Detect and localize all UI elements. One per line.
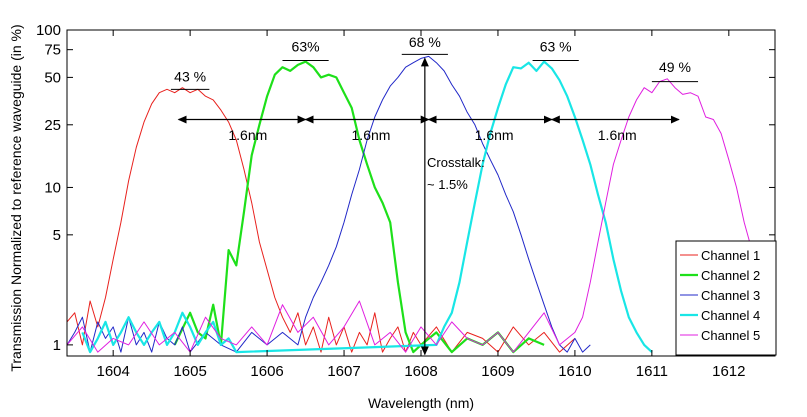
annotation-label: 49 %	[659, 59, 691, 75]
series-curves	[67, 55, 753, 354]
y-axis-label: Transmission Normalized to reference wav…	[8, 24, 24, 371]
series-line-channel-2	[173, 60, 545, 354]
x-tick-label: 1610	[558, 363, 591, 380]
annotation-label: 43 %	[174, 69, 206, 85]
series-line-channel-4	[81, 60, 653, 354]
legend-entry: Channel 5	[701, 328, 760, 343]
y-tick-label: 100	[36, 22, 61, 39]
annotation-label: Crosstalk:	[427, 155, 485, 170]
legend-entry: Channel 1	[701, 248, 760, 263]
annotation-label: 1.6nm	[475, 127, 514, 143]
annotation-label: 68 %	[409, 34, 441, 50]
legend: Channel 1 Channel 2 Channel 3 Channel 4 Chan…	[675, 240, 777, 356]
legend-entry: Channel 4	[701, 308, 760, 323]
y-tick-label: 1	[53, 337, 61, 354]
x-tick-label: 1606	[250, 363, 283, 380]
x-tick-label: 1611	[636, 363, 668, 380]
y-tick-label: 75	[44, 42, 61, 59]
annotation-label: 63%	[292, 39, 320, 55]
series-line-channel-5	[67, 78, 753, 353]
annotation-label: 1.6nm	[598, 127, 637, 143]
legend-entry: Channel 2	[701, 268, 760, 283]
annotation-label: 1.6nm	[228, 127, 267, 143]
annotation-label: 1.6nm	[352, 127, 391, 143]
x-tick-label: 1607	[327, 363, 360, 380]
x-axis-label: Wavelength (nm)	[368, 395, 474, 411]
y-tick-label: 5	[53, 227, 61, 244]
y-tick-label: 10	[44, 179, 61, 196]
legend-box	[675, 240, 777, 356]
x-tick-label: 1608	[404, 363, 437, 380]
y-tick-label: 50	[44, 69, 61, 86]
x-tick-label: 1612	[712, 363, 745, 380]
annotation-label: 63 %	[540, 39, 572, 55]
legend-entry: Channel 3	[701, 288, 760, 303]
annotation-label: ~ 1.5%	[427, 177, 468, 192]
annotations: 43 % 63% 68 % 63 % 49 % 1.6nm 1.6nm 1.6nm 1.6nm C…	[170, 34, 699, 356]
x-tick-label: 1605	[173, 363, 206, 380]
x-tick-label: 1609	[481, 363, 514, 380]
y-tick-label: 25	[44, 117, 61, 134]
axis-ticks: 1604 1605 1606 1607 1608 1609 1610 1611 1612 1 5 10…	[36, 22, 775, 380]
series-line-channel-3	[67, 55, 591, 353]
x-tick-label: 1604	[96, 363, 129, 380]
series-line-channel-1	[67, 87, 576, 353]
